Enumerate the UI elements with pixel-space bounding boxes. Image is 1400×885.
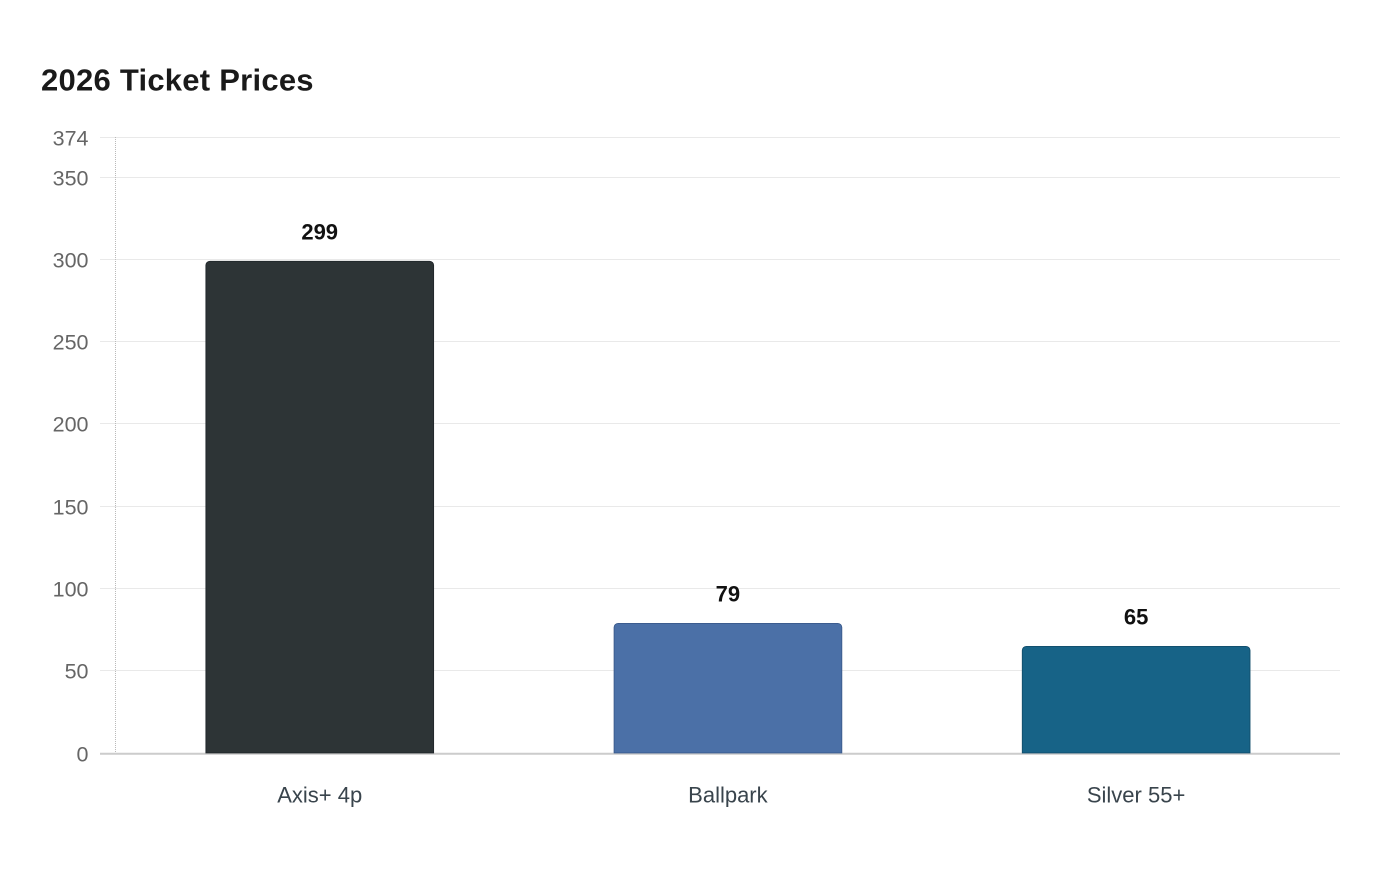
- svg-text:Ballpark: Ballpark: [688, 783, 768, 808]
- svg-text:200: 200: [53, 413, 89, 437]
- svg-text:350: 350: [53, 167, 89, 191]
- svg-text:374: 374: [53, 127, 89, 151]
- svg-text:250: 250: [53, 331, 89, 355]
- svg-text:299: 299: [301, 220, 338, 245]
- svg-text:79: 79: [716, 582, 740, 607]
- svg-text:300: 300: [53, 249, 89, 273]
- svg-text:0: 0: [77, 743, 89, 767]
- svg-text:150: 150: [53, 496, 89, 520]
- svg-text:2026 Ticket Prices: 2026 Ticket Prices: [41, 63, 314, 98]
- svg-text:Silver 55+: Silver 55+: [1087, 783, 1185, 808]
- svg-text:65: 65: [1124, 605, 1148, 630]
- svg-text:Axis+ 4p: Axis+ 4p: [277, 783, 362, 808]
- svg-text:100: 100: [53, 578, 89, 602]
- svg-text:50: 50: [65, 660, 89, 684]
